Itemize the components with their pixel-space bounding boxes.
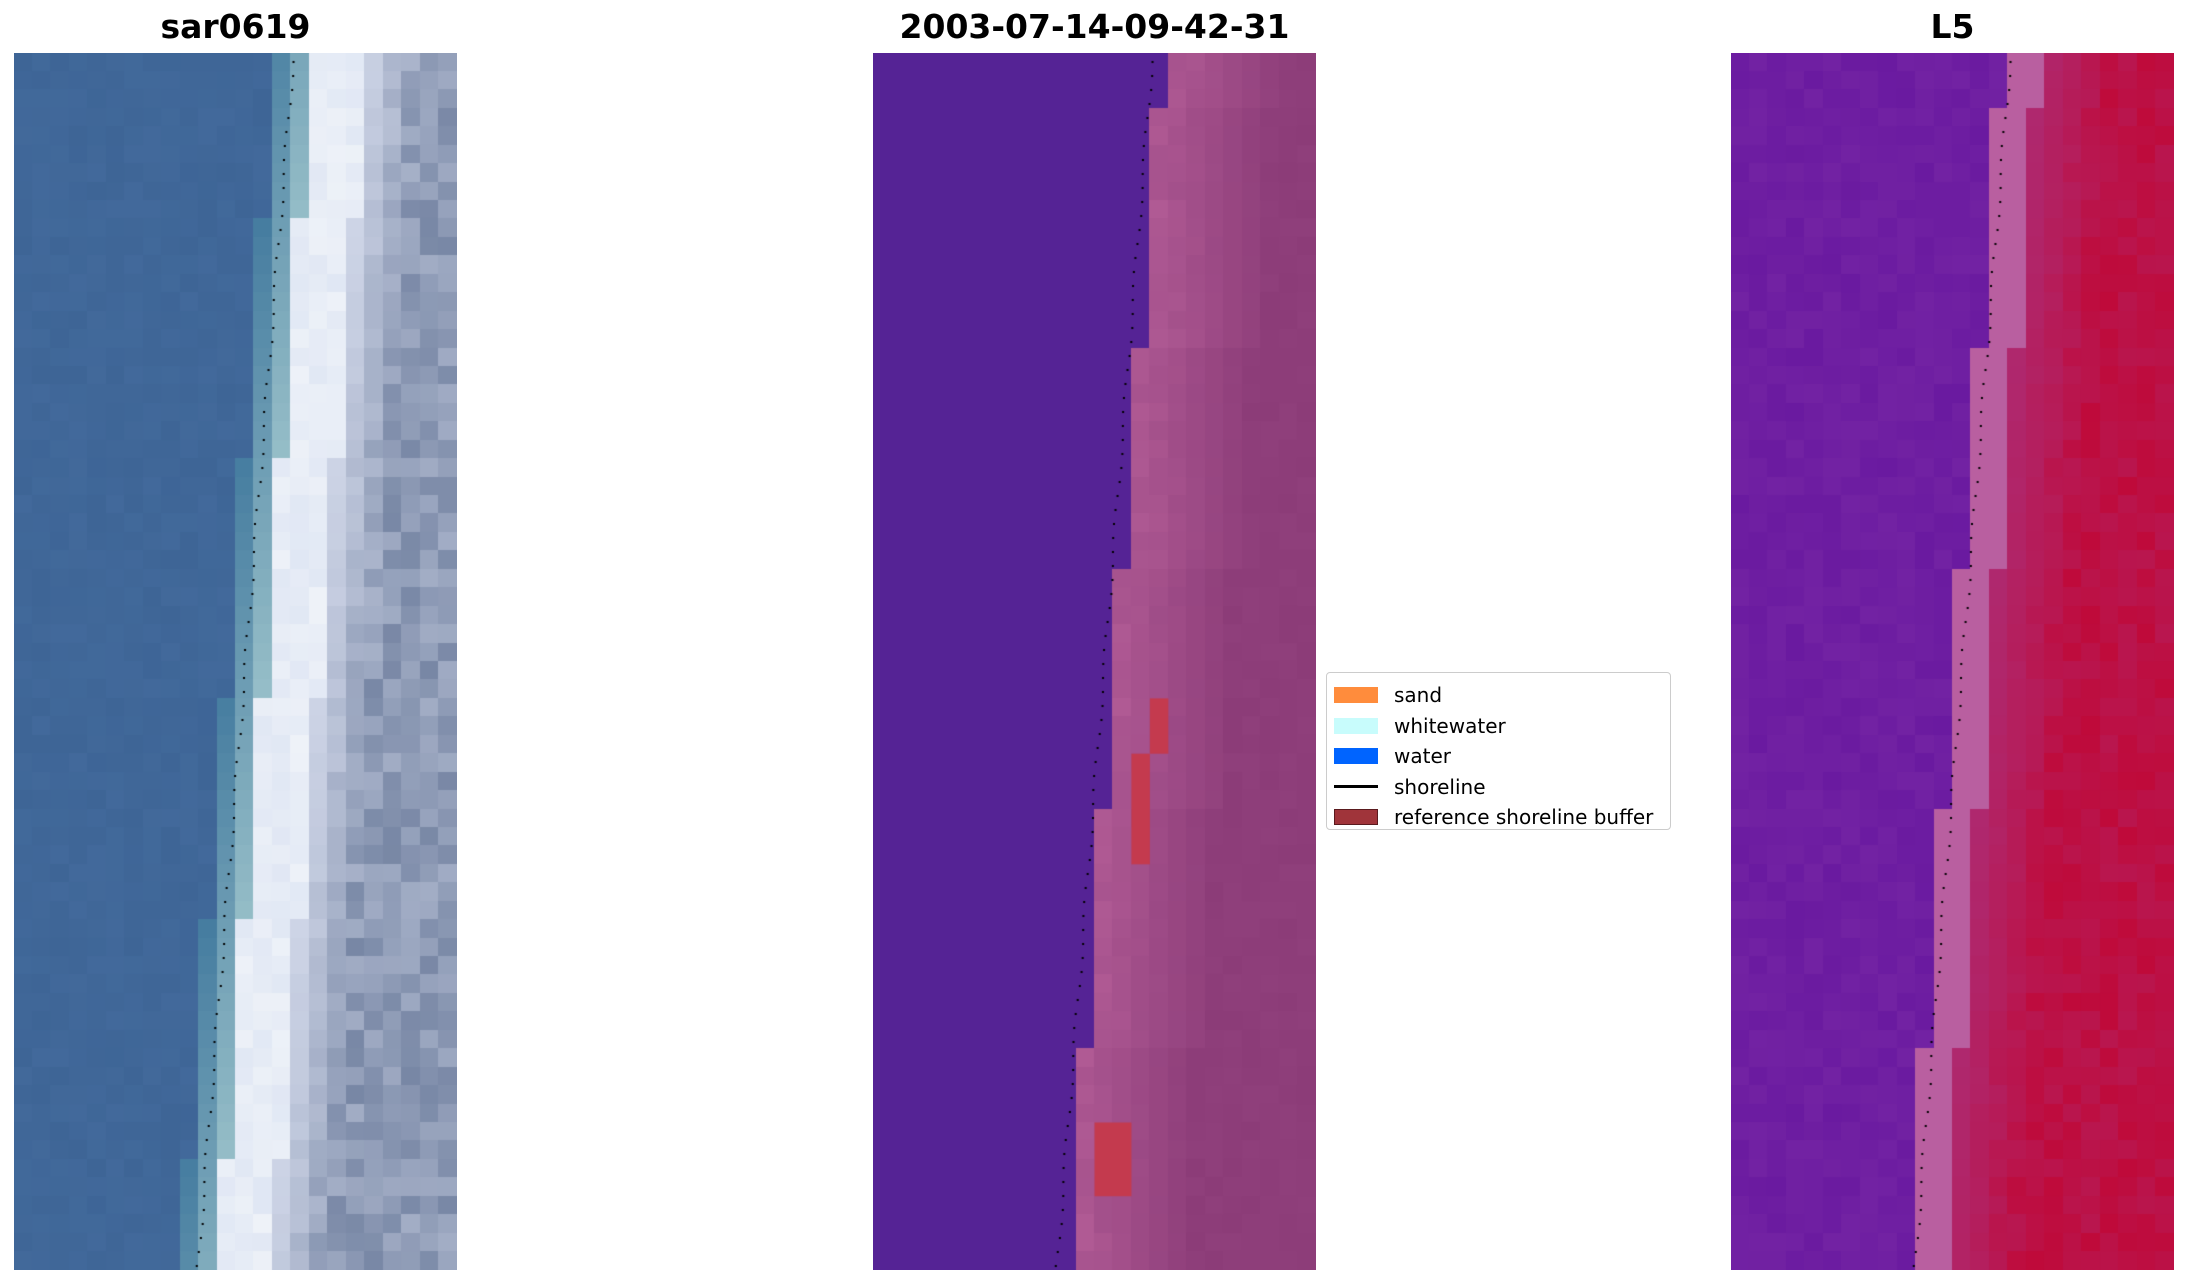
- water-swatch: [1334, 748, 1378, 765]
- shoreline-line-swatch: [1334, 785, 1378, 789]
- title-date: 2003-07-14-09-42-31: [899, 7, 1290, 46]
- legend-label-shoreline: shoreline: [1394, 774, 1486, 799]
- legend: sand whitewater water shoreline referenc…: [1326, 672, 1671, 830]
- legend-item-reference-buffer: reference shoreline buffer: [1327, 802, 1670, 833]
- whitewater-swatch: [1334, 717, 1378, 734]
- legend-item-shoreline: shoreline: [1327, 772, 1670, 803]
- legend-item-sand: sand: [1327, 680, 1670, 711]
- legend-item-water: water: [1327, 741, 1670, 772]
- classified-image: [873, 53, 1316, 1270]
- classified-image-panel: [873, 53, 1316, 1270]
- index-image-panel: [1731, 53, 2174, 1270]
- title-sar0619: sar0619: [160, 7, 311, 46]
- legend-label-water: water: [1394, 744, 1451, 769]
- legend-label-sand: sand: [1394, 683, 1443, 708]
- index-image: [1731, 53, 2174, 1270]
- legend-label-reference-buffer: reference shoreline buffer: [1394, 805, 1654, 830]
- legend-item-whitewater: whitewater: [1327, 711, 1670, 742]
- rgb-image: [14, 53, 457, 1270]
- legend-label-whitewater: whitewater: [1394, 713, 1506, 738]
- rgb-image-panel: [14, 53, 457, 1270]
- sand-swatch: [1334, 687, 1378, 704]
- title-l5: L5: [1930, 7, 1975, 46]
- reference-buffer-swatch: [1334, 809, 1378, 826]
